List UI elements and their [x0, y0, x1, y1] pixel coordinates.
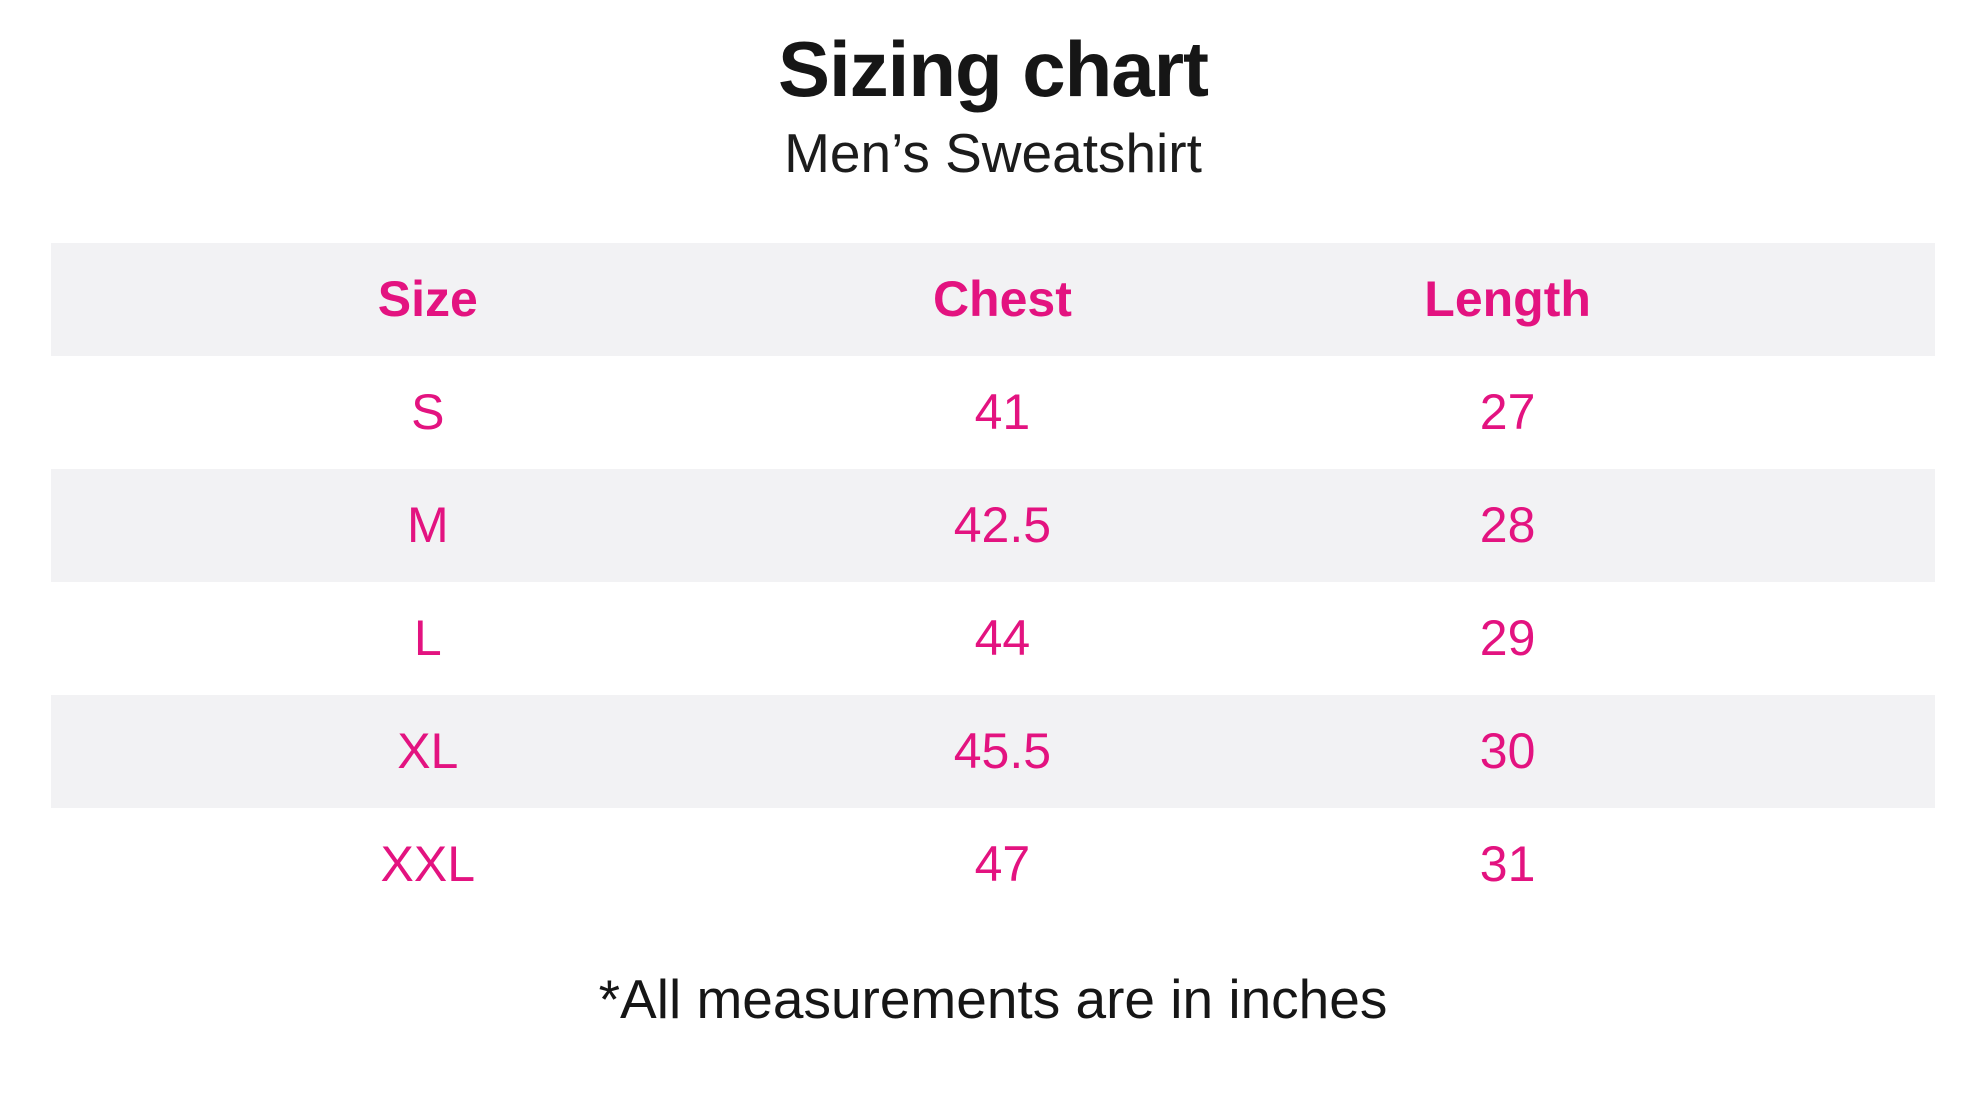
measurement-note: *All measurements are in inches: [598, 967, 1388, 1030]
page-title: Sizing chart: [777, 25, 1209, 113]
cell-length: 31: [1479, 836, 1536, 893]
cell-size: XL: [397, 723, 459, 780]
table-header-row: Size Chest Length: [51, 242, 1935, 356]
cell-length: 30: [1479, 723, 1536, 780]
table-row: M 42.5 28: [51, 468, 1935, 582]
sizing-chart-page: Sizing chart Men’s Sweatshirt Size Chest…: [0, 25, 1986, 1117]
cell-length: 29: [1479, 610, 1536, 667]
column-header-chest: Chest: [932, 271, 1072, 328]
column-header-size: Size: [377, 271, 478, 328]
cell-size: L: [413, 610, 442, 667]
table-row: XXL 47 31: [51, 808, 1935, 921]
cell-length: 28: [1479, 497, 1536, 554]
table-row: XL 45.5 30: [51, 694, 1935, 808]
cell-chest: 44: [974, 610, 1031, 667]
cell-chest: 47: [974, 836, 1031, 893]
cell-size: XXL: [380, 836, 476, 893]
table-row: S 41 27: [51, 356, 1935, 469]
cell-chest: 41: [974, 384, 1031, 441]
cell-size: S: [411, 384, 445, 441]
cell-length: 27: [1479, 384, 1536, 441]
column-header-length: Length: [1424, 271, 1591, 328]
table-row: L 44 29: [51, 582, 1935, 695]
cell-chest: 42.5: [953, 497, 1052, 554]
cell-size: M: [406, 497, 449, 554]
cell-chest: 45.5: [953, 723, 1052, 780]
page-subtitle: Men’s Sweatshirt: [784, 122, 1202, 185]
sizing-table: Size Chest Length S 41 27 M 42.5 28 L 44…: [51, 242, 1935, 921]
